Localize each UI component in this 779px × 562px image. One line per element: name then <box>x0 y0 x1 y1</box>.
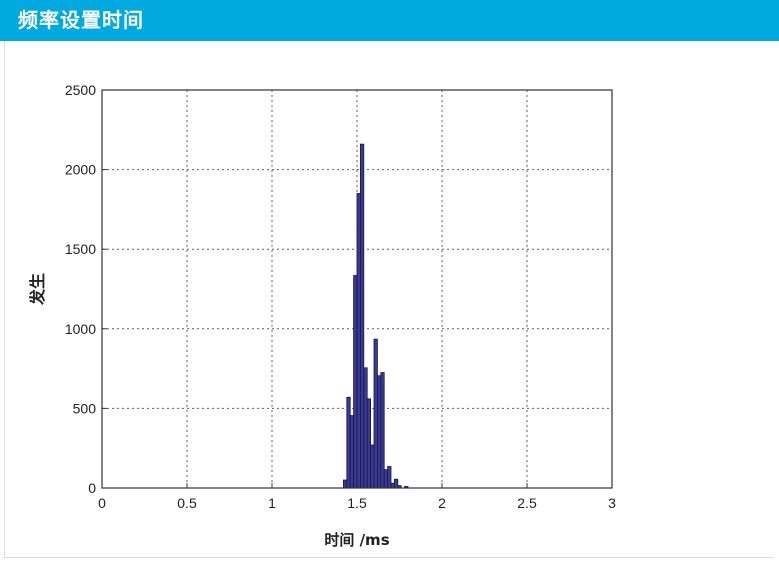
histogram-bar <box>370 444 375 489</box>
histogram-bar <box>387 466 392 489</box>
y-axis-label: 发生 <box>28 273 47 306</box>
histogram-bar <box>349 415 355 489</box>
x-tick-label: 3 <box>608 495 616 511</box>
histogram-bar <box>346 396 351 489</box>
x-tick-label: 1 <box>268 495 276 511</box>
y-tick-label: 1000 <box>65 321 96 337</box>
y-tick-label: 2500 <box>65 82 96 98</box>
y-tick-labels: 0 500 1000 1500 2000 2500 <box>65 82 96 496</box>
histogram-bar <box>383 469 389 489</box>
histogram-bar <box>373 338 378 489</box>
histogram-bar <box>342 479 348 489</box>
plot-frame <box>101 89 613 489</box>
histogram-bar <box>393 478 399 489</box>
x-tick-label: 2.5 <box>517 495 537 511</box>
histogram-chart: 0 0.5 1 1.5 2 2.5 3 0 500 1000 1500 2000 2500 时间 /m… <box>28 82 616 549</box>
x-tick-labels: 0 0.5 1 1.5 2 2.5 3 <box>98 495 616 511</box>
header-bar: 频率设置时间 <box>0 0 779 41</box>
histogram-bar <box>380 372 385 489</box>
x-tick-label: 2 <box>438 495 446 511</box>
x-axis-label: 时间 /ms <box>324 531 389 549</box>
histogram-bar <box>356 193 361 489</box>
histogram-bar <box>359 143 365 489</box>
y-tick-label: 500 <box>73 400 97 416</box>
y-tick-label: 1500 <box>65 241 96 257</box>
page-title: 频率设置时间 <box>18 8 144 32</box>
histogram-bar <box>363 367 368 489</box>
y-tick-label: 2000 <box>65 162 96 178</box>
histogram-bar <box>390 482 395 489</box>
y-tick-label: 0 <box>88 480 96 496</box>
histogram-bar <box>376 375 382 489</box>
x-tick-label: 0.5 <box>177 495 197 511</box>
chart-container: 0 0.5 1 1.5 2 2.5 3 0 500 1000 1500 2000 2500 时间 /m… <box>4 41 774 558</box>
histogram-bar <box>366 398 372 489</box>
x-tick-label: 1.5 <box>347 495 367 511</box>
bars <box>342 143 409 489</box>
x-tick-label: 0 <box>98 495 106 511</box>
histogram-bar <box>353 275 358 489</box>
